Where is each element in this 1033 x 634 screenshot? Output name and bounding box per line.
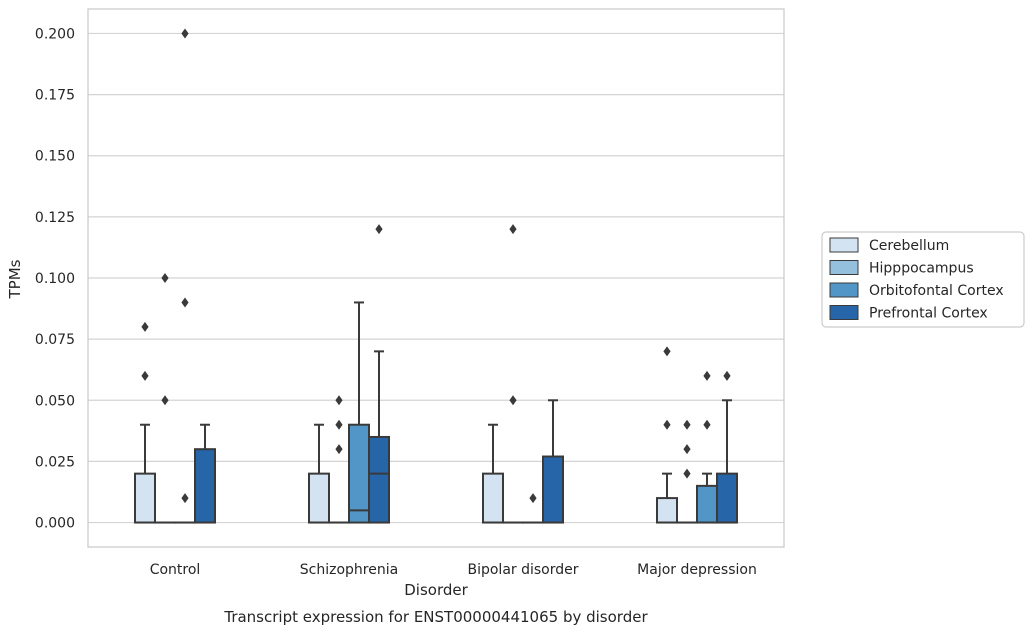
box-2-3 [542, 399, 564, 524]
legend-swatch [829, 282, 859, 298]
box-3-1 [676, 419, 698, 524]
y-tick-labels: 0.000 0.025 0.050 0.075 0.100 0.125 0.150 0.175… [35, 26, 75, 531]
x-tick-labels: Control Schizophrenia Bipolar disorder Majo… [150, 562, 757, 578]
legend-swatch [829, 305, 859, 320]
box-groups [134, 28, 738, 524]
legend-item-label: Cerebellum [869, 238, 949, 254]
y-tick-label: 0.000 [35, 516, 75, 532]
box-0-3 [194, 423, 216, 524]
box-2-1 [502, 224, 524, 524]
box-3-2 [696, 370, 718, 524]
outlier-point [509, 224, 517, 235]
outlier-point [181, 493, 189, 504]
box-body [348, 423, 370, 524]
box-body [696, 484, 718, 524]
outlier-point [683, 419, 691, 430]
box-body [542, 455, 564, 524]
outlier-point [683, 468, 691, 479]
box-0-2 [174, 28, 196, 524]
y-tick-label: 0.175 [35, 88, 75, 104]
y-tick-label: 0.050 [35, 393, 75, 409]
box-body [656, 497, 678, 524]
outlier-point [141, 370, 149, 381]
y-tick-label: 0.150 [35, 149, 75, 165]
y-tick-label: 0.025 [35, 454, 75, 470]
box-2-0 [482, 423, 504, 524]
y-tick-label: 0.200 [35, 26, 75, 42]
outlier-point [335, 395, 343, 406]
legend-frame [821, 231, 1025, 328]
outlier-point [375, 224, 383, 235]
x-tick-label: Bipolar disorder [467, 562, 578, 578]
outlier-point [703, 370, 711, 381]
chart-caption: Transcript expression for ENST0000044106… [223, 608, 648, 626]
outlier-point [161, 273, 169, 283]
legend: Cerebellum Hipppocampus Orbitofontal Corte… [821, 231, 1025, 328]
box-1-0 [308, 423, 330, 524]
outlier-point [723, 370, 731, 381]
plot-frame [87, 8, 785, 548]
box-body [194, 448, 216, 524]
x-tick-label: Major depression [637, 562, 757, 578]
outlier-point [509, 395, 517, 406]
box-1-2 [348, 301, 370, 524]
outlier-point [703, 419, 711, 430]
legend-item-label: Orbitofontal Cortex [869, 283, 1004, 299]
box-1-1 [328, 395, 350, 524]
outlier-point [335, 444, 343, 455]
legend-swatch [829, 237, 859, 253]
y-tick-label: 0.125 [35, 210, 75, 226]
box-0-1 [154, 273, 176, 524]
y-tick-label: 0.100 [35, 271, 75, 287]
legend-item-label: Hipppocampus [869, 261, 974, 277]
x-tick-label: Control [150, 562, 201, 578]
box-3-3 [716, 370, 738, 524]
box-body [482, 472, 504, 524]
outlier-point [181, 28, 189, 39]
outlier-point [663, 346, 671, 357]
legend-item-label: Prefrontal Cortex [869, 306, 988, 322]
grid-lines [88, 32, 784, 524]
outlier-point [161, 395, 169, 406]
box-2-2 [522, 493, 544, 524]
box-body [308, 472, 330, 524]
outlier-point [529, 493, 537, 504]
outlier-point [683, 444, 691, 455]
x-axis-label: Disorder [404, 581, 468, 599]
box-body [134, 472, 156, 524]
legend-swatch [829, 260, 859, 275]
outlier-point [181, 297, 189, 308]
outlier-point [141, 321, 149, 332]
outlier-point [663, 419, 671, 430]
box-body [368, 435, 390, 524]
outlier-point [335, 419, 343, 430]
box-body [716, 472, 738, 524]
y-axis-label: TPMs [6, 259, 24, 299]
box-3-0 [656, 346, 678, 524]
x-tick-label: Schizophrenia [300, 562, 398, 578]
box-1-3 [368, 224, 390, 524]
box-0-0 [134, 321, 156, 524]
y-tick-label: 0.075 [35, 332, 75, 348]
